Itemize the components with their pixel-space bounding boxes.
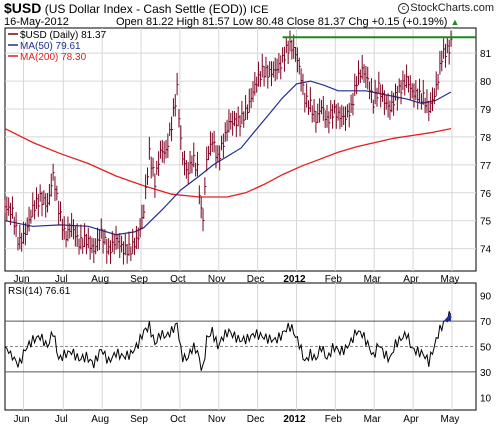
rsi-x-tick-label: Apr [403, 414, 419, 425]
price-tick-label: 80 [480, 77, 492, 88]
exchange-label: ICE [250, 4, 269, 16]
quote-values: Open 81.22 High 81.57 Low 80.48 Close 81… [116, 16, 459, 28]
rsi-x-tick-label: May [440, 414, 459, 425]
quote-date: 16-May-2012 [4, 16, 69, 28]
ticker-symbol: $USD [4, 0, 42, 16]
up-arrow-icon: ▲ [450, 17, 460, 27]
price-x-tick-label: Apr [403, 274, 419, 285]
rsi-x-tick-label: Nov [208, 414, 226, 425]
rsi-x-tick-label: 2012 [283, 414, 306, 425]
rsi-x-tick-label: Jun [13, 414, 29, 425]
rsi-tick-label: 90 [480, 292, 492, 303]
price-tick-label: 77 [480, 161, 492, 172]
price-tick-label: 79 [480, 105, 492, 116]
copyright-icon: c [398, 3, 410, 14]
brand-label: StockCharts.com [410, 2, 494, 14]
rsi-overbought-fill [443, 312, 451, 322]
rsi-tick-label: 10 [480, 393, 492, 404]
price-tick-label: 75 [480, 217, 492, 228]
rsi-x-tick-label: Sep [130, 414, 148, 425]
rsi-x-tick-label: Jul [55, 414, 68, 425]
price-bars [4, 30, 453, 265]
brand-mark: c StockCharts.com [398, 2, 494, 14]
price-x-tick-label: Jul [55, 274, 68, 285]
price-x-tick-label: Mar [364, 274, 382, 285]
price-tick-label: 76 [480, 189, 492, 200]
legend-label-ma200: MA(200) 78.30 [20, 52, 87, 63]
legend-label-ma50: MA(50) 79.61 [20, 41, 81, 52]
rsi-x-tick-label: Oct [170, 414, 186, 425]
price-x-tick-label: Dec [247, 274, 265, 285]
price-x-tick-label: Aug [91, 274, 109, 285]
ma50-line [4, 80, 452, 236]
price-tick-label: 81 [480, 49, 492, 60]
rsi-tick-label: 30 [480, 368, 492, 379]
price-x-tick-label: Feb [325, 274, 343, 285]
price-x-tick-label: May [440, 274, 459, 285]
rsi-legend-label: RSI(14) 76.61 [8, 286, 71, 297]
price-x-tick-label: 2012 [283, 274, 306, 285]
rsi-x-tick-label: Feb [325, 414, 343, 425]
price-tick-label: 78 [480, 133, 492, 144]
price-x-tick-label: Jun [13, 274, 29, 285]
price-x-tick-label: Nov [208, 274, 226, 285]
price-x-tick-label: Sep [130, 274, 148, 285]
quote-line: 16-May-2012 Open 81.22 High 81.57 Low 80… [4, 16, 494, 28]
price-panel-frame [4, 27, 477, 272]
chart-title: $USD (US Dollar Index - Cash Settle (EOD… [4, 0, 268, 16]
rsi-x-tick-label: Dec [247, 414, 265, 425]
ticker-name: (US Dollar Index - Cash Settle (EOD)) [44, 2, 247, 16]
legend-label-price: $USD (Daily) 81.37 [20, 30, 107, 41]
rsi-x-tick-label: Mar [364, 414, 382, 425]
rsi-tick-label: 70 [480, 317, 492, 328]
rsi-tick-label: 50 [480, 343, 492, 354]
price-x-tick-label: Oct [170, 274, 186, 285]
rsi-x-tick-label: Aug [91, 414, 109, 425]
rsi-line [4, 311, 452, 371]
price-tick-label: 74 [480, 245, 492, 256]
quote-text: Open 81.22 High 81.57 Low 80.48 Close 81… [116, 16, 448, 28]
ma200-line [4, 127, 452, 198]
